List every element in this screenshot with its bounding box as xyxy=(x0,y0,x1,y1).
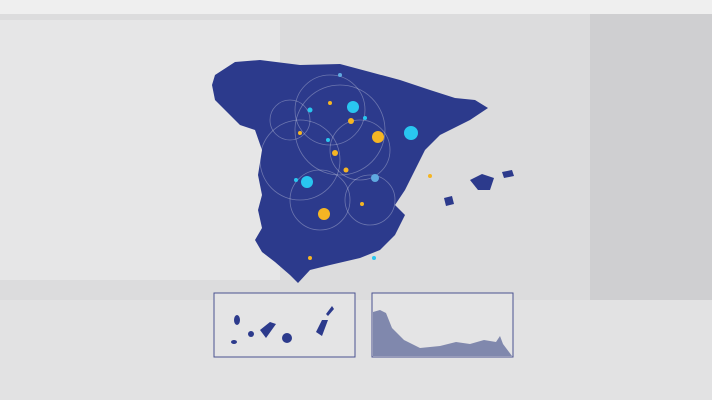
map-marker-yellow xyxy=(360,202,364,206)
map-marker-yellow xyxy=(348,118,354,124)
coverage-circle xyxy=(294,84,386,176)
canary-islands xyxy=(231,306,334,344)
coverage-circle xyxy=(289,169,351,231)
coverage-circle xyxy=(294,74,366,146)
coverage-circle xyxy=(329,119,391,181)
map-marker-yellow xyxy=(332,150,338,156)
map-marker-yellow xyxy=(372,131,384,143)
menorca xyxy=(502,170,514,178)
coverage-circles xyxy=(259,74,396,231)
background-panel-right xyxy=(590,12,712,312)
background-panel-topbar xyxy=(0,0,712,14)
map-marker-yellow xyxy=(318,208,330,220)
coverage-circle xyxy=(344,174,396,226)
inset-canary-islands xyxy=(213,292,356,358)
map-markers xyxy=(294,73,432,260)
map-marker-cyan xyxy=(326,138,330,142)
map-marker-cyan xyxy=(363,116,367,120)
map-marker-cyan xyxy=(307,107,313,113)
map-marker-yellow xyxy=(428,174,432,178)
map-marker-cyan xyxy=(294,178,298,182)
map-marker-cyan xyxy=(301,176,313,188)
map-marker-cyan xyxy=(347,101,359,113)
background-panel-bottom xyxy=(0,300,712,400)
coverage-circle xyxy=(269,99,311,141)
coverage-circle xyxy=(259,119,341,201)
map-marker-cyan xyxy=(372,256,376,260)
map-marker-light-blue xyxy=(371,174,379,182)
map-marker-yellow xyxy=(328,101,332,105)
map-marker-light-blue xyxy=(338,73,342,77)
mallorca xyxy=(470,174,494,190)
ibiza xyxy=(444,196,454,206)
map-marker-cyan xyxy=(404,126,418,140)
mainland-spain xyxy=(212,60,488,283)
map-marker-yellow xyxy=(308,256,312,260)
north-africa-coast xyxy=(373,310,512,356)
map-marker-yellow xyxy=(298,131,302,135)
map-marker-yellow xyxy=(343,167,349,173)
